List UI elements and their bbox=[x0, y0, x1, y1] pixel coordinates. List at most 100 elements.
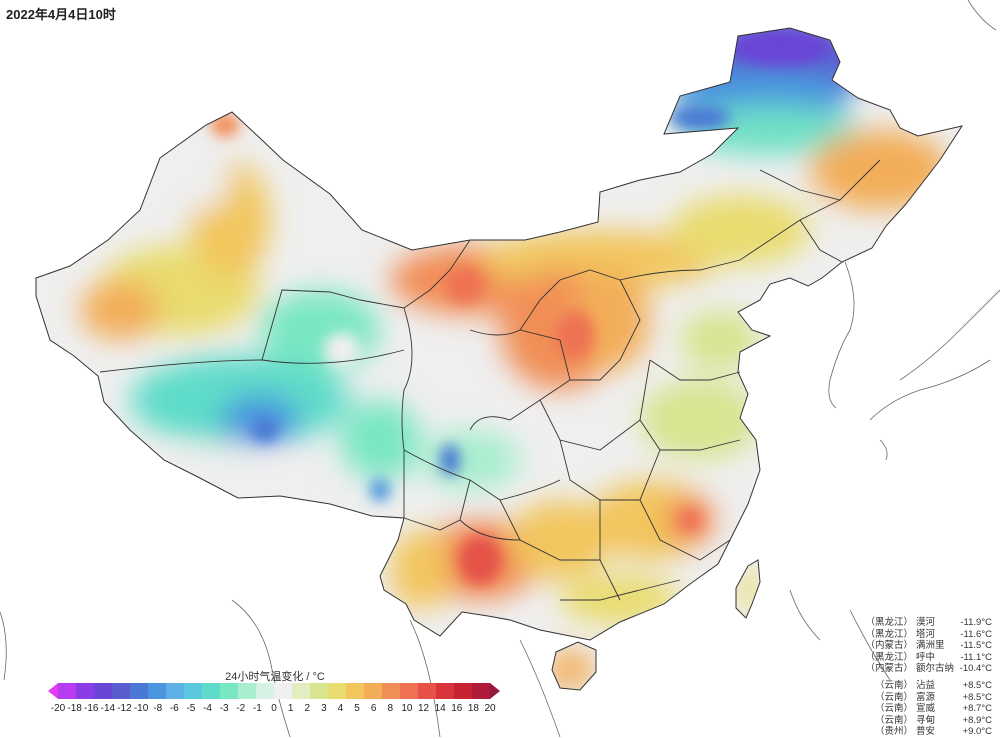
legend-tick-label: -10 bbox=[133, 703, 149, 714]
legend-color-swatch bbox=[418, 683, 437, 699]
legend-color-swatch bbox=[48, 683, 58, 699]
legend-tick-label: -4 bbox=[203, 703, 212, 714]
legend-tick-label: -16 bbox=[83, 703, 99, 714]
legend-tick-label: 4 bbox=[337, 703, 344, 714]
station-value: +8.9°C bbox=[962, 714, 992, 726]
legend-tick-label: -20 bbox=[50, 703, 66, 714]
legend-tick-label: -14 bbox=[100, 703, 116, 714]
legend-color-swatch bbox=[256, 683, 275, 699]
legend-color-swatch bbox=[400, 683, 419, 699]
station-value: -11.6°C bbox=[960, 628, 992, 640]
station-region: （贵州） bbox=[874, 726, 913, 737]
station-region: （云南） bbox=[874, 703, 913, 714]
station-row: （云南） 富源 +8.5°C bbox=[875, 692, 992, 704]
station-row: （内蒙古） 额尔古纳 -10.4°C bbox=[865, 663, 992, 675]
legend-tick-labels: -20 -18 -16 -14 -12 -10 -8 -6 -5 -4 -3 -2 -1 0 1 2 3 4 5 6 8… bbox=[48, 703, 500, 717]
station-region: （黑龙江） bbox=[865, 628, 913, 640]
legend-color-swatch bbox=[148, 683, 167, 699]
legend-tick-label: -18 bbox=[67, 703, 82, 714]
legend-tick-label: 18 bbox=[467, 703, 479, 714]
station-value: -10.4°C bbox=[959, 663, 992, 674]
station-row: （云南） 沾益 +8.5°C bbox=[875, 680, 992, 692]
legend-tick-label: 14 bbox=[434, 703, 446, 714]
station-name: 普安 bbox=[916, 726, 936, 737]
station-row: （黑龙江） 呼中 -11.1°C bbox=[865, 652, 992, 664]
station-value: +9.0°C bbox=[962, 726, 992, 737]
legend-tick-label: 20 bbox=[484, 703, 496, 714]
legend-tick-label: 5 bbox=[354, 703, 360, 714]
legend-color-swatch bbox=[58, 683, 77, 699]
legend-color-swatch bbox=[292, 683, 311, 699]
station-name: 宣威 bbox=[916, 703, 936, 714]
legend-color-swatch bbox=[76, 683, 95, 699]
station-region: （内蒙古） bbox=[865, 640, 913, 651]
legend-tick-label: 16 bbox=[451, 703, 463, 714]
station-name: 呼中 bbox=[916, 651, 936, 663]
station-name: 塔河 bbox=[916, 628, 936, 640]
legend-color-swatch bbox=[310, 683, 329, 699]
legend-color-swatch bbox=[94, 683, 113, 699]
legend-color-swatch bbox=[130, 683, 149, 699]
station-name: 寻甸 bbox=[916, 714, 936, 726]
station-name: 额尔古纳 bbox=[916, 663, 955, 674]
legend-tick-label: 3 bbox=[321, 703, 327, 714]
legend-color-swatch bbox=[364, 683, 383, 699]
province-borders bbox=[99, 159, 881, 601]
legend-tick-label: -5 bbox=[186, 703, 196, 714]
legend-color-swatch bbox=[166, 683, 185, 699]
legend-color-swatch bbox=[274, 683, 293, 699]
legend-tick-label: 1 bbox=[287, 703, 294, 714]
station-name: 漠河 bbox=[916, 617, 936, 628]
legend-tick-label: -3 bbox=[219, 703, 229, 714]
legend-tick-label: 2 bbox=[304, 703, 310, 714]
legend-color-swatch bbox=[382, 683, 401, 699]
map-timestamp: 2022年4月4日10时 bbox=[6, 7, 116, 22]
legend-color-swatch bbox=[472, 683, 491, 699]
station-row: （云南） 宣威 +8.7°C bbox=[875, 703, 992, 715]
legend-tick-label: 12 bbox=[417, 703, 430, 714]
legend-tick-label: 10 bbox=[401, 703, 413, 714]
legend-color-swatch bbox=[202, 683, 221, 699]
station-row: （内蒙古） 满洲里 -11.5°C bbox=[865, 640, 992, 652]
station-value: -11.1°C bbox=[960, 651, 992, 663]
legend-tick-label: 0 bbox=[271, 703, 277, 714]
china-outline bbox=[35, 27, 964, 691]
legend-tick-label: -12 bbox=[117, 703, 132, 714]
warmest-stations-list: （云南） 沾益 +8.5°C （云南） 富源 +8.5°C （云南） 宣威 +8.7°C （云南）… bbox=[875, 680, 992, 738]
legend-tick-label: -6 bbox=[169, 703, 179, 714]
station-region: （云南） bbox=[874, 691, 913, 703]
legend-color-swatch bbox=[436, 683, 455, 699]
station-value: -11.5°C bbox=[960, 640, 992, 651]
legend-color-swatch bbox=[184, 683, 203, 699]
station-region: （云南） bbox=[874, 714, 913, 726]
station-name: 沾益 bbox=[916, 680, 936, 691]
legend-color-swatch bbox=[490, 683, 500, 699]
station-row: （黑龙江） 漠河 -11.9°C bbox=[865, 617, 992, 629]
station-value: +8.7°C bbox=[962, 703, 992, 714]
station-region: （黑龙江） bbox=[865, 617, 913, 628]
legend-tick-label: -2 bbox=[236, 703, 246, 714]
legend-tick-label: 8 bbox=[387, 703, 394, 714]
legend-colorbar bbox=[48, 683, 500, 699]
station-row: （贵州） 普安 +9.0°C bbox=[875, 726, 992, 738]
station-region: （云南） bbox=[874, 680, 913, 691]
legend-color-swatch bbox=[454, 683, 473, 699]
station-row: （云南） 寻甸 +8.9°C bbox=[875, 715, 992, 727]
station-value: +8.5°C bbox=[962, 680, 992, 691]
legend-color-swatch bbox=[220, 683, 239, 699]
station-value: +8.5°C bbox=[962, 691, 992, 703]
legend-tick-label: -1 bbox=[252, 703, 262, 714]
station-value: -11.9°C bbox=[960, 617, 992, 628]
legend-color-swatch bbox=[238, 683, 257, 699]
station-row: （黑龙江） 塔河 -11.6°C bbox=[865, 629, 992, 641]
legend-color-swatch bbox=[346, 683, 365, 699]
station-name: 满洲里 bbox=[916, 640, 945, 651]
legend-color-swatch bbox=[328, 683, 347, 699]
coldest-stations-list: （黑龙江） 漠河 -11.9°C （黑龙江） 塔河 -11.6°C （内蒙古） 满洲里 -11.… bbox=[865, 617, 992, 675]
legend-tick-label: 6 bbox=[370, 703, 377, 714]
legend-title: 24小时气温变化 / °C bbox=[225, 671, 325, 683]
legend-color-swatch bbox=[112, 683, 131, 699]
station-name: 富源 bbox=[916, 691, 936, 703]
